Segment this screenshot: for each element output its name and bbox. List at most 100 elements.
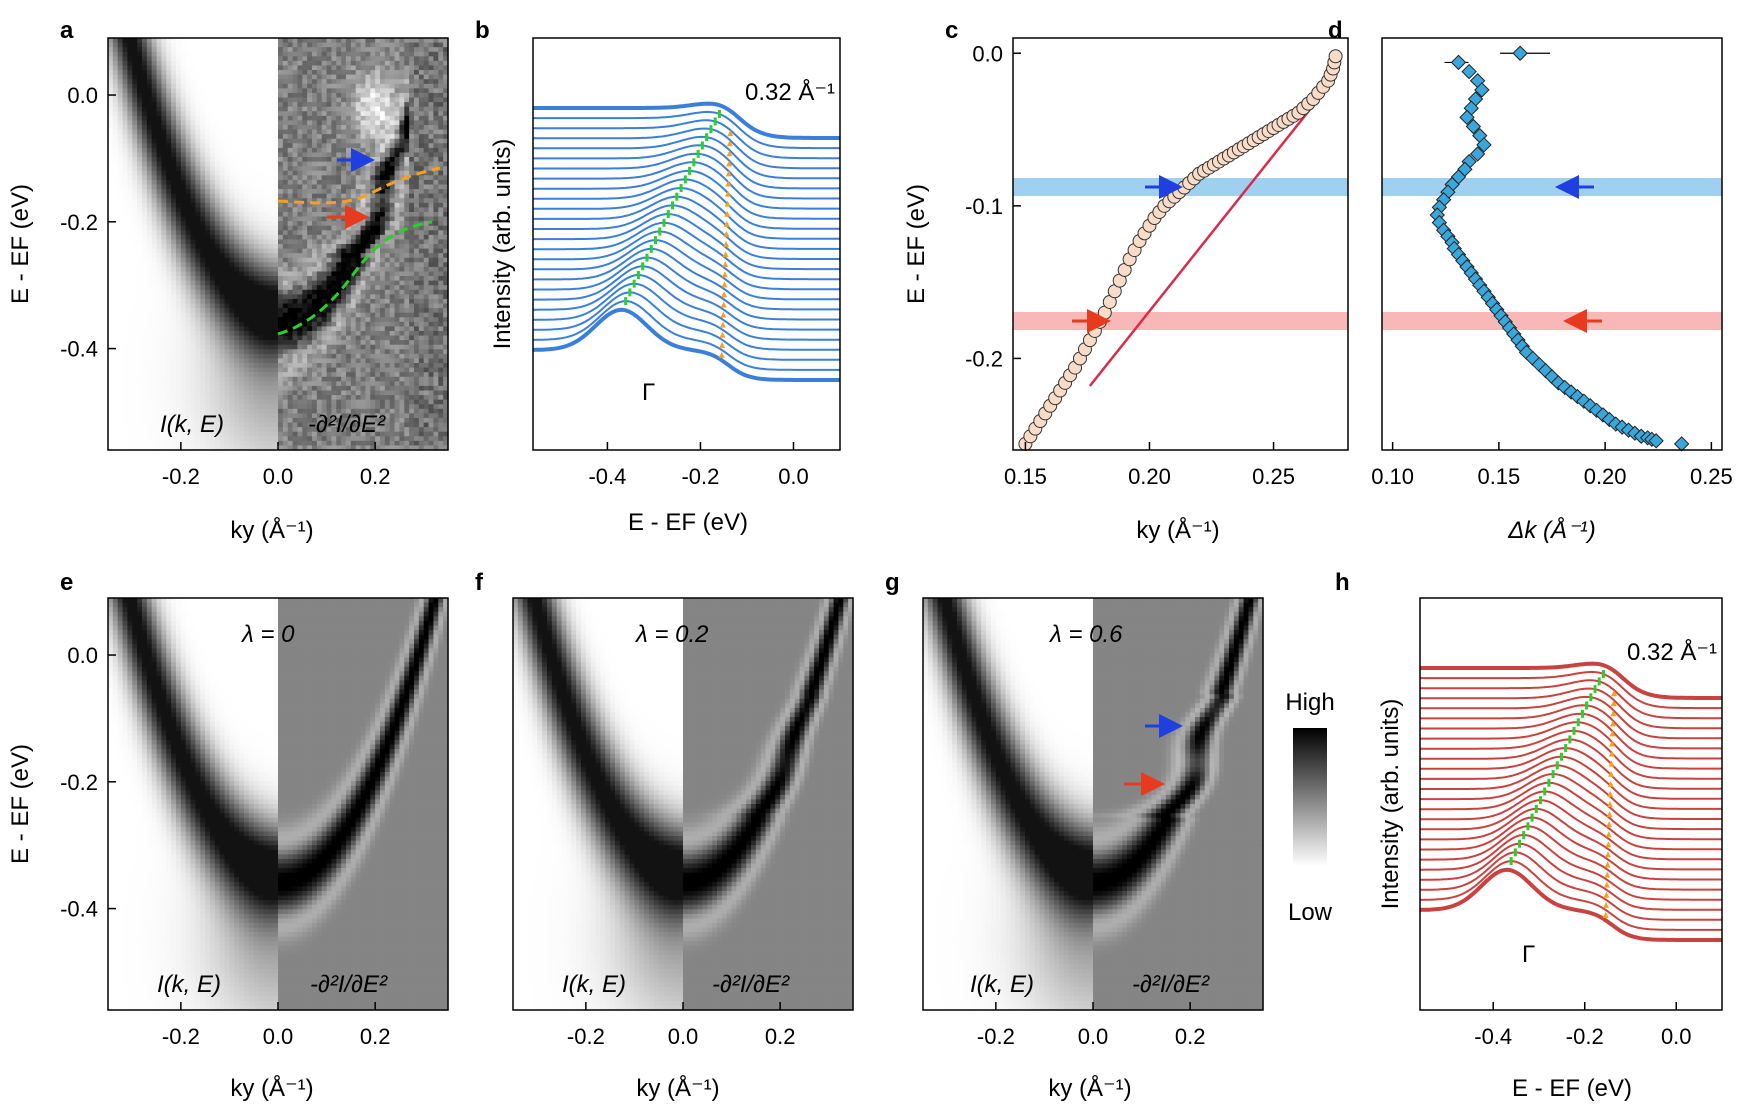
heatmap-cell xyxy=(283,395,288,400)
heatmap-cell xyxy=(288,198,293,203)
heatmap-cell xyxy=(195,207,200,212)
heatmap-cell xyxy=(307,304,312,309)
heatmap-cell xyxy=(234,258,239,263)
heatmap-cell xyxy=(147,226,152,231)
heatmap-cell xyxy=(346,189,351,194)
heatmap-cell xyxy=(118,413,123,418)
heatmap-cell xyxy=(249,390,254,395)
heatmap-cell xyxy=(195,203,200,208)
heatmap-cell xyxy=(273,107,278,112)
heatmap-cell xyxy=(157,180,162,185)
heatmap-cell xyxy=(336,377,341,382)
heatmap-cell xyxy=(297,70,302,75)
heatmap-cell xyxy=(249,189,254,194)
heatmap-cell xyxy=(365,262,370,267)
heatmap-cell xyxy=(161,349,166,354)
heatmap-cell xyxy=(200,354,205,359)
heatmap-cell xyxy=(181,207,186,212)
heatmap-cell xyxy=(118,349,123,354)
heatmap-cell xyxy=(205,180,210,185)
heatmap-cell xyxy=(123,363,128,368)
heatmap-cell xyxy=(186,217,191,222)
heatmap-cell xyxy=(239,423,244,428)
heatmap-cell xyxy=(210,180,215,185)
heatmap-cell xyxy=(161,400,166,405)
heatmap-cell xyxy=(278,93,283,98)
heatmap-cell xyxy=(273,148,278,153)
heatmap-cell xyxy=(356,285,361,290)
heatmap-cell xyxy=(312,331,317,336)
heatmap-cell xyxy=(127,217,132,222)
heatmap-cell xyxy=(186,285,191,290)
heatmap-cell xyxy=(205,116,210,121)
heatmap-cell xyxy=(123,441,128,446)
heatmap-cell xyxy=(288,65,293,70)
heatmap-cell xyxy=(307,441,312,446)
heatmap-cell xyxy=(288,436,293,441)
heatmap-cell xyxy=(161,98,166,103)
heatmap-cell xyxy=(268,162,273,167)
heatmap-cell xyxy=(370,262,375,267)
heatmap-cell xyxy=(302,409,307,414)
heatmap-cell xyxy=(254,409,259,414)
heatmap-cell xyxy=(186,79,191,84)
heatmap-cell xyxy=(220,372,225,377)
heatmap-cell xyxy=(186,331,191,336)
heatmap-cell xyxy=(118,194,123,199)
heatmap-cell xyxy=(288,326,293,331)
heatmap-cell xyxy=(191,125,196,130)
heatmap-cell xyxy=(186,88,191,93)
heatmap-cell xyxy=(171,52,176,57)
heatmap-cell xyxy=(200,198,205,203)
heatmap-cell xyxy=(210,267,215,272)
heatmap-cell xyxy=(302,267,307,272)
heatmap-cell xyxy=(200,390,205,395)
heatmap-cell xyxy=(171,47,176,52)
heatmap-cell xyxy=(147,317,152,322)
heatmap-cell xyxy=(244,43,249,48)
heatmap-cell xyxy=(200,313,205,318)
heatmap-cell xyxy=(307,354,312,359)
heatmap-cell xyxy=(123,413,128,418)
heatmap-cell xyxy=(346,171,351,176)
heatmap-cell xyxy=(195,381,200,386)
heatmap-cell xyxy=(220,267,225,272)
heatmap-cell xyxy=(176,358,181,363)
heatmap-cell xyxy=(186,157,191,162)
heatmap-cell xyxy=(157,345,162,350)
heatmap-cell xyxy=(200,98,205,103)
heatmap-cell xyxy=(346,116,351,121)
heatmap-cell xyxy=(244,372,249,377)
heatmap-cell xyxy=(132,326,137,331)
heatmap-cell xyxy=(351,162,356,167)
heatmap-cell xyxy=(278,79,283,84)
heatmap-cell xyxy=(351,249,356,254)
heatmap-cell xyxy=(293,111,298,116)
heatmap-cell xyxy=(259,281,264,286)
heatmap-cell xyxy=(210,381,215,386)
heatmap-cell xyxy=(278,226,283,231)
heatmap-cell xyxy=(322,175,327,180)
heatmap-cell xyxy=(234,285,239,290)
heatmap-cell xyxy=(225,400,230,405)
heatmap-cell xyxy=(263,336,268,341)
heatmap-cell xyxy=(336,262,341,267)
heatmap-cell xyxy=(186,244,191,249)
heatmap-cell xyxy=(293,120,298,125)
heatmap-cell xyxy=(273,162,278,167)
heatmap-cell xyxy=(234,47,239,52)
heatmap-cell xyxy=(200,345,205,350)
heatmap-cell xyxy=(166,395,171,400)
heatmap-cell xyxy=(361,152,366,157)
heatmap-cell xyxy=(268,148,273,153)
heatmap-cell xyxy=(327,61,332,66)
heatmap-cell xyxy=(268,61,273,66)
heatmap-cell xyxy=(200,38,205,43)
heatmap-cell xyxy=(220,171,225,176)
heatmap-cell xyxy=(210,102,215,107)
heatmap-cell xyxy=(200,152,205,157)
heatmap-cell xyxy=(361,43,366,48)
heatmap-cell xyxy=(254,294,259,299)
heatmap-cell xyxy=(331,70,336,75)
heatmap-cell xyxy=(166,258,171,263)
